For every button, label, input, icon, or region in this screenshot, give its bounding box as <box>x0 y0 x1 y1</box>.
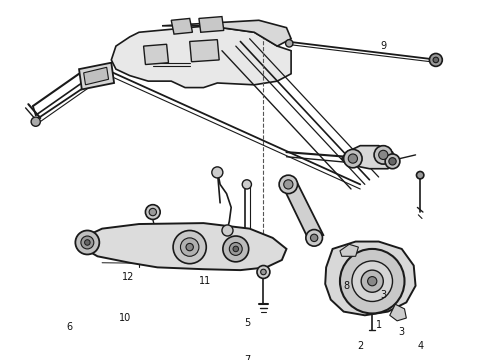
Circle shape <box>149 208 156 216</box>
Circle shape <box>389 158 396 165</box>
Circle shape <box>75 230 99 255</box>
Polygon shape <box>162 20 291 46</box>
Polygon shape <box>84 67 109 85</box>
Text: 3: 3 <box>380 290 386 300</box>
Text: 6: 6 <box>67 322 73 332</box>
Text: 10: 10 <box>119 313 131 323</box>
Text: 12: 12 <box>122 271 134 282</box>
Circle shape <box>242 180 251 189</box>
Text: 1: 1 <box>376 320 382 329</box>
Polygon shape <box>82 223 287 270</box>
Polygon shape <box>79 63 114 89</box>
Polygon shape <box>340 244 358 256</box>
Circle shape <box>81 236 94 249</box>
Text: 7: 7 <box>245 355 251 360</box>
Circle shape <box>343 149 362 168</box>
Circle shape <box>31 117 40 126</box>
Circle shape <box>212 167 223 178</box>
Circle shape <box>361 270 383 292</box>
Polygon shape <box>199 17 224 32</box>
Circle shape <box>257 266 270 278</box>
Text: 11: 11 <box>199 276 212 286</box>
Circle shape <box>340 249 405 314</box>
Circle shape <box>416 171 424 179</box>
Circle shape <box>306 230 322 246</box>
Circle shape <box>311 234 318 242</box>
Text: 3: 3 <box>399 327 405 337</box>
Circle shape <box>85 240 90 245</box>
Circle shape <box>352 261 392 301</box>
Text: 2: 2 <box>357 341 364 351</box>
Text: 8: 8 <box>343 281 349 291</box>
Circle shape <box>433 57 439 63</box>
Polygon shape <box>111 26 291 87</box>
Text: 5: 5 <box>245 318 251 328</box>
Circle shape <box>229 243 242 255</box>
Circle shape <box>233 246 239 252</box>
Circle shape <box>222 225 233 236</box>
Text: 9: 9 <box>380 41 386 51</box>
Circle shape <box>385 154 400 169</box>
Circle shape <box>261 269 266 275</box>
Circle shape <box>379 150 388 159</box>
Circle shape <box>180 238 199 256</box>
Circle shape <box>146 205 160 220</box>
Circle shape <box>286 40 293 47</box>
Circle shape <box>374 146 392 164</box>
Circle shape <box>173 230 206 264</box>
Circle shape <box>284 180 293 189</box>
Circle shape <box>368 276 377 286</box>
Polygon shape <box>144 44 169 64</box>
Polygon shape <box>171 18 193 34</box>
Circle shape <box>223 236 249 262</box>
Polygon shape <box>325 242 416 315</box>
Circle shape <box>279 175 297 194</box>
Text: 4: 4 <box>417 341 423 351</box>
Circle shape <box>429 54 442 66</box>
Circle shape <box>186 243 194 251</box>
Polygon shape <box>282 180 323 242</box>
Polygon shape <box>390 304 406 321</box>
Circle shape <box>348 154 358 163</box>
Polygon shape <box>342 146 397 169</box>
Polygon shape <box>190 40 219 62</box>
